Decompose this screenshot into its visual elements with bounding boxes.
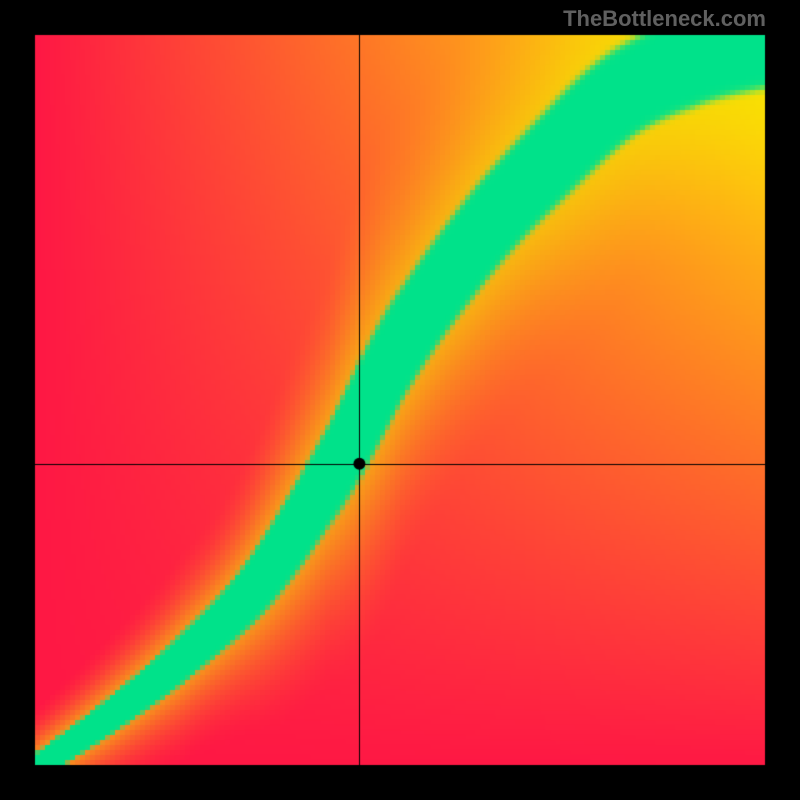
watermark-text: TheBottleneck.com [563,6,766,32]
figure-stage: TheBottleneck.com [0,0,800,800]
heatmap-canvas [0,0,800,800]
